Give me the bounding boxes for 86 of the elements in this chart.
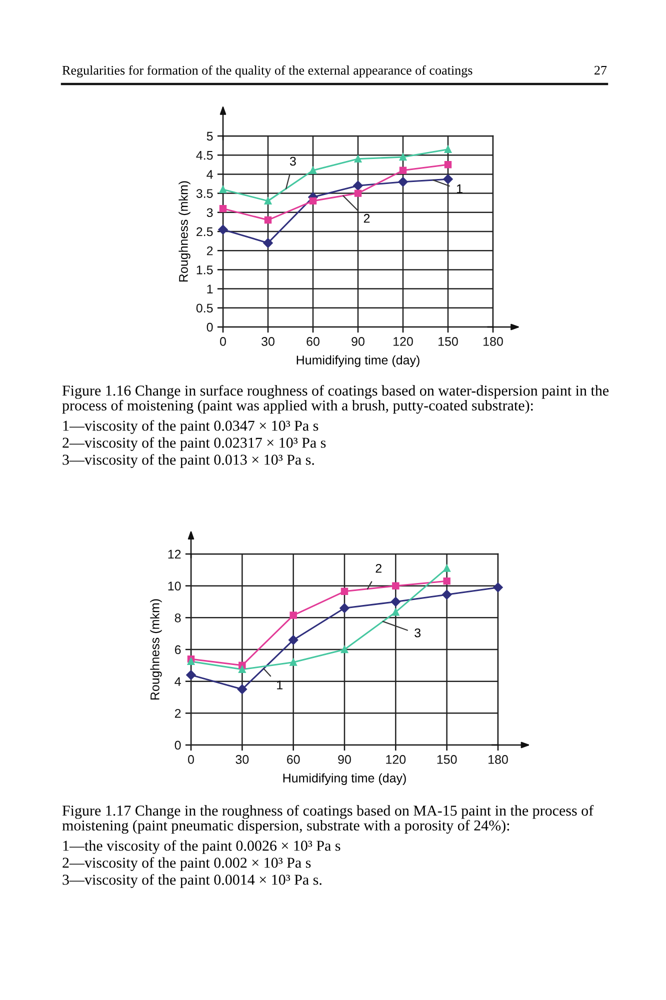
- point: [354, 190, 362, 197]
- point: [219, 186, 227, 194]
- point: [340, 603, 350, 613]
- point: [290, 612, 297, 619]
- y-tick-label: 0.5: [196, 304, 213, 313]
- y-tick-label: 8: [174, 613, 181, 622]
- series-label: 3: [290, 156, 296, 166]
- x-tick-label: 150: [438, 337, 458, 346]
- point: [340, 646, 348, 654]
- x-tick-label: 180: [484, 337, 503, 346]
- x-tick-label: 90: [352, 337, 364, 346]
- y-tick-label: 1: [207, 284, 213, 294]
- point: [354, 155, 362, 163]
- y-tick-label: 6: [174, 645, 181, 654]
- y-axis-title: Roughness (mkm): [178, 181, 190, 282]
- point: [309, 166, 317, 174]
- y-tick-label: 4: [174, 677, 181, 686]
- point: [219, 204, 227, 212]
- point: [263, 238, 273, 248]
- point: [264, 197, 272, 205]
- point: [353, 180, 363, 190]
- y-tick-label: 3: [206, 208, 213, 218]
- point: [309, 197, 317, 205]
- point: [444, 146, 452, 153]
- y-tick-label: 5: [206, 132, 213, 141]
- point: [442, 590, 452, 600]
- x-tick-label: 120: [386, 755, 406, 764]
- x-axis-title: Humidifying time (day): [283, 773, 406, 785]
- point: [444, 161, 452, 168]
- y-tick-label: 0: [174, 740, 181, 750]
- x-tick-label: 120: [394, 337, 413, 346]
- point: [392, 608, 400, 616]
- point: [392, 582, 400, 590]
- point: [187, 658, 195, 666]
- caption: Figure 1.17 Change in the roughness of coatings based on MA-15 paint in the process of moistening (paint pneumatic dispersion, substrate with a porosity of 24%):: [62, 805, 594, 834]
- point: [186, 670, 196, 680]
- point: [390, 596, 400, 607]
- x-tick-label: 30: [236, 755, 249, 764]
- y-axis-title: Roughness (mkm): [150, 599, 162, 700]
- text: 3—viscosity of the paint 0.0014 × 10³ Pa s.: [62, 874, 322, 888]
- y-tick-label: 10: [168, 582, 181, 590]
- caption: Figure 1.16 Change in surface roughness of coatings based on water-dispersion paint in the process of moistening (paint was applied with a brush, putty-coated substrate):: [62, 385, 609, 414]
- point: [398, 177, 408, 187]
- point: [238, 666, 246, 674]
- point: [399, 153, 407, 161]
- text: Regularities for formation of the quality of the external appearance of coatings: [62, 65, 472, 78]
- x-tick-label: 180: [488, 755, 508, 764]
- x-axis-title: Humidifying time (day): [296, 355, 420, 367]
- series-label: 2: [376, 564, 382, 573]
- y-tick-label: 2: [206, 246, 213, 256]
- y-tick-label: 3.5: [196, 189, 213, 198]
- y-tick-label: 1.5: [196, 266, 213, 274]
- point: [443, 564, 450, 572]
- point: [264, 216, 272, 224]
- series-label: 1: [277, 680, 282, 690]
- series-label: 2: [364, 214, 370, 223]
- text: 3—viscosity of the paint 0.013 × 10³ Pa s.: [62, 454, 314, 468]
- point: [288, 635, 298, 645]
- y-tick-label: 12: [168, 550, 181, 559]
- x-tick-label: 60: [306, 337, 320, 346]
- series-label: 1: [457, 184, 462, 194]
- x-tick-label: 0: [188, 755, 194, 764]
- text: 27: [594, 66, 607, 75]
- point: [443, 174, 453, 184]
- series-label: 3: [414, 628, 421, 638]
- y-tick-label: 2.5: [196, 227, 213, 236]
- y-tick-label: 0: [206, 322, 213, 332]
- point: [399, 166, 407, 174]
- text: 1—the viscosity of the paint 0.0026 × 10³ Pa s: [63, 840, 340, 854]
- x-tick-label: 150: [437, 755, 457, 764]
- point: [290, 658, 297, 666]
- text: 1—viscosity of the paint 0.0347 × 10³ Pa s: [63, 420, 318, 434]
- point: [218, 224, 228, 234]
- point: [237, 684, 247, 694]
- x-tick-label: 0: [220, 337, 226, 346]
- x-tick-label: 90: [338, 755, 351, 764]
- y-tick-label: 4.5: [196, 151, 213, 160]
- y-tick-label: 4: [206, 170, 213, 179]
- y-tick-label: 2: [174, 708, 181, 718]
- text: 2—viscosity of the paint 0.002 × 10³ Pa s: [62, 857, 311, 871]
- x-tick-label: 30: [262, 337, 274, 346]
- text: 2—viscosity of the paint 0.02317 × 10³ Pa s: [62, 437, 326, 451]
- x-tick-label: 60: [287, 755, 300, 764]
- point: [443, 577, 450, 585]
- point: [340, 588, 348, 596]
- point: [493, 582, 503, 592]
